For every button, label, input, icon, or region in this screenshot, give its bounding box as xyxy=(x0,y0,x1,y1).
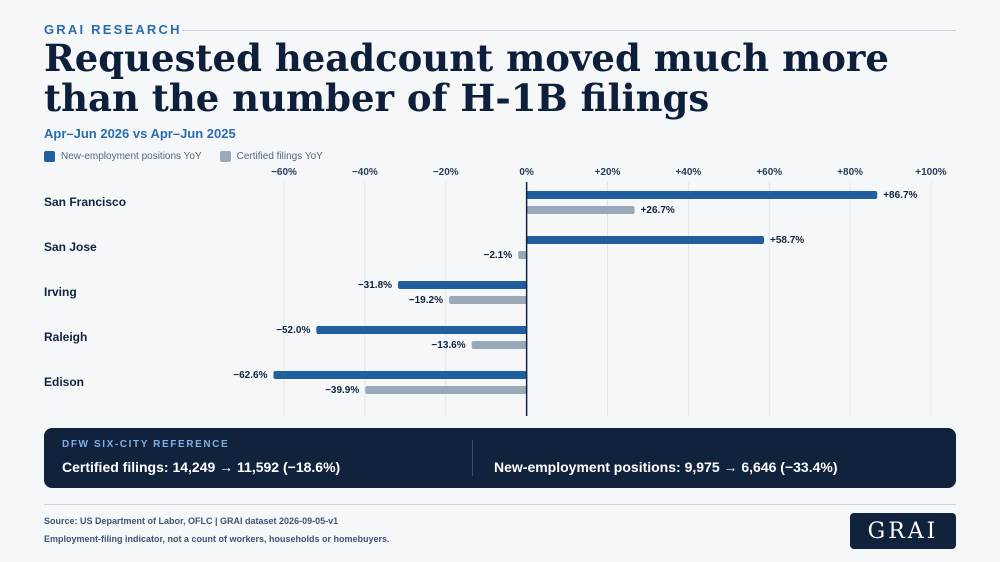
x-tick-label: +80% xyxy=(837,167,863,178)
footer-divider xyxy=(44,504,956,505)
kicker-divider xyxy=(182,30,956,31)
legend: New-employment positions YoY Certified f… xyxy=(44,151,341,162)
reference-panel: DFW SIX-CITY REFERENCE Certified filings… xyxy=(44,428,956,488)
x-tick-label: +40% xyxy=(675,167,701,178)
bar-certified xyxy=(526,206,635,214)
bar-new-employment xyxy=(526,236,764,244)
x-tick-label: +100% xyxy=(915,167,947,178)
source-note: Source: US Department of Labor, OFLC | G… xyxy=(44,516,339,526)
bar-new-employment xyxy=(316,326,527,334)
legend-label-new-employment: New-employment positions YoY xyxy=(61,151,202,162)
data-label-new-employment: −31.8% xyxy=(358,280,392,291)
x-tick-label: −60% xyxy=(271,167,297,178)
disclaimer-note: Employment-filing indicator, not a count… xyxy=(44,534,390,544)
bar-new-employment xyxy=(526,191,878,199)
x-tick-label: +60% xyxy=(756,167,782,178)
data-label-new-employment: +58.7% xyxy=(770,235,804,246)
reference-new-employment: New-employment positions: 9,975 → 6,646 … xyxy=(494,459,838,475)
bar-new-employment xyxy=(398,281,527,289)
reference-label: DFW SIX-CITY REFERENCE xyxy=(62,439,230,450)
category-label: San Jose xyxy=(44,240,97,254)
data-label-new-employment: +86.7% xyxy=(883,190,917,201)
data-label-certified: −2.1% xyxy=(483,250,512,261)
chart-title: Requested headcount moved much more than… xyxy=(44,36,889,120)
data-label-new-employment: −52.0% xyxy=(276,325,310,336)
legend-item-certified: Certified filings YoY xyxy=(219,151,323,162)
data-label-certified: +26.7% xyxy=(641,205,675,216)
x-tick-label: 0% xyxy=(519,167,534,178)
legend-swatch-certified xyxy=(219,151,231,162)
data-label-certified: −39.9% xyxy=(325,385,359,396)
legend-label-certified: Certified filings YoY xyxy=(236,151,323,162)
x-tick-label: +20% xyxy=(595,167,621,178)
data-label-certified: −19.2% xyxy=(409,295,443,306)
chart-subtitle: Apr–Jun 2026 vs Apr–Jun 2025 xyxy=(44,126,236,141)
category-label: San Francisco xyxy=(44,195,126,209)
reference-certified: Certified filings: 14,249 → 11,592 (−18.… xyxy=(62,459,341,475)
category-label: Irving xyxy=(44,285,77,299)
bar-chart: −60% −40% −20% 0% +20% +40% +60% +80% +100% San F… xyxy=(44,167,947,416)
x-tick-label: −40% xyxy=(352,167,378,178)
bar-new-employment xyxy=(273,371,527,379)
grai-logo: GRAI xyxy=(850,513,956,549)
category-label: Edison xyxy=(44,375,84,389)
bar-certified xyxy=(365,386,527,394)
data-label-new-employment: −62.6% xyxy=(233,370,267,381)
data-label-certified: −13.6% xyxy=(431,340,465,351)
bar-certified xyxy=(518,251,527,259)
legend-item-new-employment: New-employment positions YoY xyxy=(44,151,202,162)
legend-swatch-new-employment xyxy=(44,151,55,162)
reference-divider xyxy=(472,440,473,476)
bar-certified xyxy=(471,341,527,349)
category-label: Raleigh xyxy=(44,330,87,344)
bar-certified xyxy=(448,296,527,304)
x-tick-label: −20% xyxy=(433,167,459,178)
kicker: GRAI RESEARCH xyxy=(44,22,182,37)
